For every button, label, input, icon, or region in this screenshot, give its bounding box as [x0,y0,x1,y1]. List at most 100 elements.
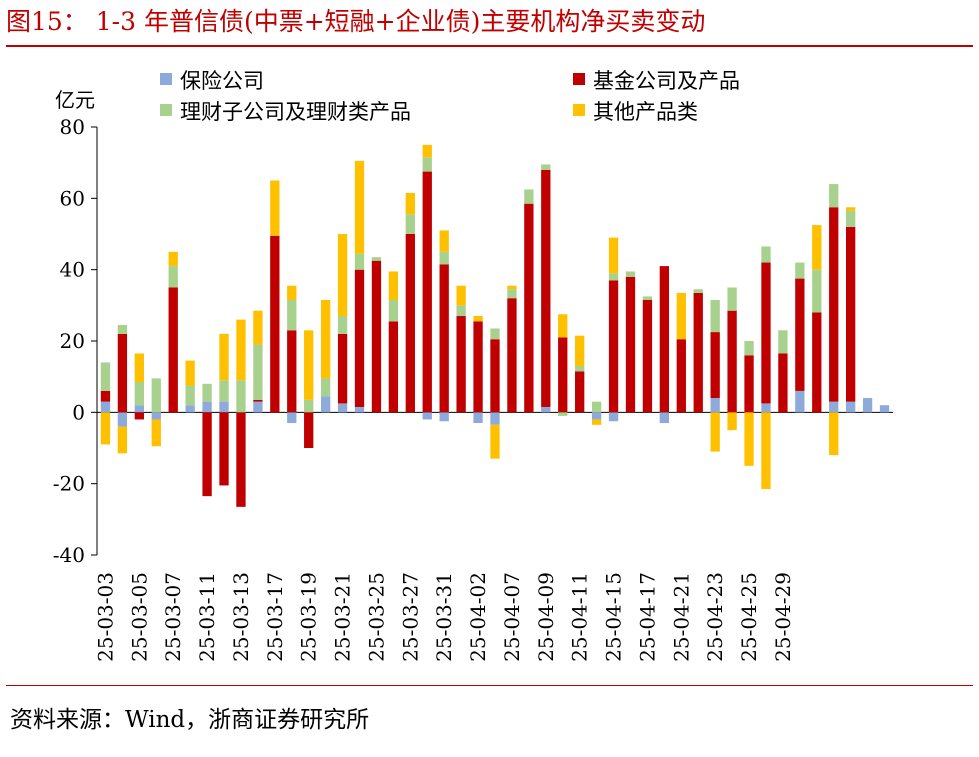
y-tick-label: -40 [53,543,85,567]
x-tick-label: 25-04-29 [771,572,795,662]
legend-label-fund: 基金公司及产品 [593,69,740,93]
bar-segment-fund [236,412,246,507]
bar-segment-fund [202,412,212,497]
bar-segment-wealth [710,299,720,333]
bar-segment-insurance [591,412,602,420]
bar-segment-insurance [422,412,432,420]
bar-segment-wealth [608,273,619,281]
bar-segment-insurance [134,405,144,413]
bar-segment-wealth [761,246,771,263]
bar-segment-wealth [134,382,144,406]
bar-segment-other [168,251,178,267]
bar-segment-wealth [168,266,178,288]
bar-segment-fund [778,353,788,413]
bar-segment-wealth [829,184,839,208]
bar-segment-insurance [490,412,500,425]
bar-segment-wealth [287,299,297,331]
bar-segment-fund [287,330,297,413]
bar-segment-other [575,335,585,366]
bar-segment-other [846,207,856,211]
bar-segment-insurance [829,401,839,413]
bar-segment-fund [676,339,686,413]
bar-segment-fund [422,171,432,413]
bar-segment-other [270,180,280,236]
bar-segment-insurance [879,405,890,413]
bar-segment-other [253,310,263,345]
bar-segment-insurance [761,403,771,413]
bar-segment-wealth [100,362,111,391]
legend-swatch-wealth [160,104,172,116]
bar-segment-other [219,333,229,381]
bar-segment-other [761,412,771,490]
bar-segment-other [337,234,348,317]
bar-segment-fund [117,333,128,413]
bar-segment-wealth [320,378,331,397]
bar-segment-wealth [405,214,415,234]
bar-segment-other [608,237,619,274]
bar-segment-other [236,319,246,381]
bar-segment-wealth [642,296,653,300]
y-tick-label: 60 [60,186,85,210]
bar-segment-wealth [202,383,212,402]
bar-segment-other [473,316,483,322]
bar-segment-fund [608,280,619,413]
bar-segment-fund [304,412,314,448]
bar-segment-wealth [541,164,551,170]
x-tick-label: 25-03-31 [432,572,456,662]
x-tick-label: 25-04-17 [635,572,659,662]
bar-segment-insurance [846,401,856,413]
bar-segment-fund [846,226,856,402]
bar-segment-insurance [710,398,720,413]
bar-segment-insurance [219,401,229,413]
footer-divider [6,685,973,686]
bar-segment-other [456,285,466,306]
x-tick-label: 25-04-23 [703,572,727,662]
bar-segment-fund [439,264,449,413]
bar-segment-other [151,419,161,447]
bar-segment-fund [354,269,365,407]
bar-segment-fund [693,292,703,413]
title-divider [6,45,973,47]
x-tick-label: 25-04-21 [669,572,693,662]
x-tick-label: 25-04-02 [466,572,490,662]
bar-segment-fund [253,399,263,402]
bar-segment-insurance [151,412,161,420]
bar-segment-insurance [862,398,873,413]
bar-segment-fund [642,299,653,413]
bar-segment-wealth [185,385,195,406]
bar-segment-insurance [795,390,805,413]
bar-segment-other [134,353,144,383]
bar-segment-fund [659,266,670,413]
bar-segment-wealth [846,210,856,227]
bar-segment-fund [727,310,737,413]
x-tick-label: 25-03-19 [297,572,321,662]
bar-segment-wealth [117,324,128,334]
bar-segment-other [727,412,737,431]
y-tick-label: 0 [72,400,85,424]
bar-segment-wealth [524,189,534,204]
bar-segment-other [304,330,314,400]
bar-segment-fund [541,169,551,407]
bar-segment-wealth [388,299,399,322]
bar-segment-wealth [558,412,568,416]
bar-segment-other [744,412,754,466]
bar-segment-fund [490,339,500,413]
bar-segment-other [354,160,365,254]
bar-segment-other [829,412,839,456]
bar-segment-fund [625,276,636,413]
bar-segment-insurance [100,401,111,413]
bar-segment-fund [812,312,822,413]
source-note: 资料来源：Wind，浙商证券研究所 [10,707,370,733]
x-tick-label: 25-03-11 [195,572,219,662]
x-tick-label: 25-03-25 [364,572,388,662]
bar-segment-fund [337,333,348,404]
bar-segment-wealth [490,328,500,340]
x-tick-label: 25-03-07 [161,572,185,662]
y-tick-label: -20 [53,472,85,496]
bar-segment-fund [219,412,229,486]
bar-segment-fund [134,412,144,420]
x-tick-label: 25-03-27 [398,572,422,662]
bar-segment-other [405,192,415,215]
legend-label-other: 其他产品类 [593,100,698,124]
bar-segment-wealth [253,344,263,400]
